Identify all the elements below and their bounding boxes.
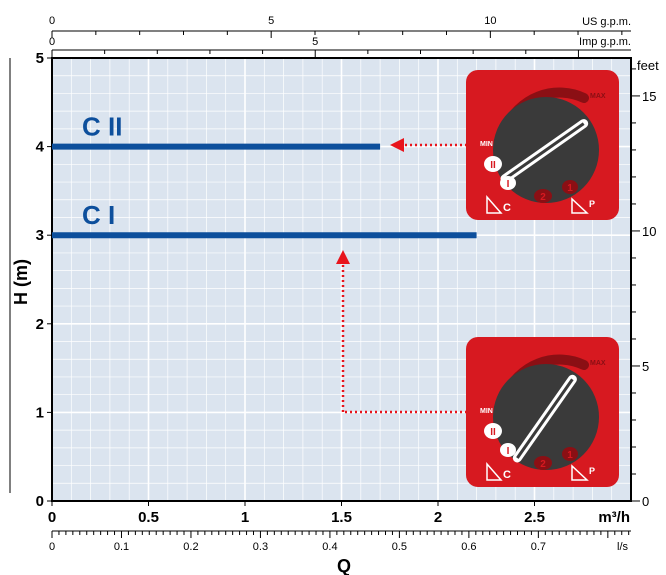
x-unit-label: m³/h: [598, 509, 630, 526]
us-gpm-tick-label: 5: [268, 15, 274, 27]
us-gpm-tick-label: 0: [49, 15, 55, 27]
indicator-arrows: [336, 138, 467, 414]
arrow-to-c2-head: [390, 138, 404, 152]
feet-axis-label: feet: [637, 58, 659, 73]
ls-tick-label: 0.4: [322, 541, 337, 553]
dial-min-label: MIN: [480, 141, 493, 148]
dial-pos-badge: [534, 456, 552, 470]
feet-axis: 0 5 10 15: [631, 68, 656, 509]
dial-proportional-icon: [571, 197, 589, 214]
x-tick-label: 0.5: [138, 509, 159, 526]
dial-pointer-inner: [504, 122, 585, 180]
dial-max-label: MAX: [590, 93, 606, 100]
y-tick-label: 4: [36, 139, 45, 156]
feet-tick-label: 0: [642, 494, 649, 509]
ls-tick-label: 0.1: [114, 541, 129, 553]
ls-axis: 0 0.1 0.2 0.3 0.4 0.5 0.6 0.7: [49, 530, 631, 553]
dial-constant-icon: [486, 462, 503, 481]
dial-pos-label: I: [507, 179, 510, 190]
dial-min-label: MIN: [480, 408, 493, 415]
ls-tick-label: 0.7: [531, 541, 546, 553]
dial-pos-badge: [500, 443, 516, 457]
ls-tick-label: 0.5: [392, 541, 407, 553]
ls-axis-label: l/s: [617, 541, 629, 553]
imp-gpm-tick-label: 5: [312, 36, 318, 48]
dial-proportional-label: P: [589, 466, 595, 476]
x-tick-label: 1: [241, 509, 249, 526]
top-axes: 0 5 10 0 5: [49, 15, 631, 57]
x-tick-label: 1.5: [331, 509, 352, 526]
dial-pos-label: II: [490, 427, 496, 438]
dial-constant-label: C: [503, 469, 511, 481]
series-label: C I: [82, 200, 115, 230]
dial-pos-badge: [562, 180, 578, 194]
dial-pos-badge: [534, 189, 552, 203]
dial-pos-label: 1: [567, 450, 573, 461]
ls-tick-label: 0.6: [461, 541, 476, 553]
dial-pos-label: 1: [567, 183, 573, 194]
y-tick-label: 5: [36, 50, 44, 67]
feet-tick-label: 15: [642, 89, 656, 104]
feet-tick-label: 10: [642, 224, 656, 239]
dial-constant-icon: [486, 195, 503, 214]
dial-pos-badge: [562, 447, 578, 461]
y-axis-title: H (m): [11, 259, 31, 305]
ls-tick-label: 0.3: [253, 541, 268, 553]
arrow-to-c1-head: [336, 250, 350, 264]
dial-pos-label: 2: [540, 459, 546, 470]
ls-tick-label: 0.2: [183, 541, 198, 553]
series-label: C II: [82, 112, 122, 142]
feet-tick-label: 5: [642, 359, 649, 374]
dial-pos-label: II: [490, 160, 496, 171]
dial-proportional-icon: [571, 464, 589, 481]
x-axis-title: Q: [337, 556, 351, 575]
y-tick-label: 2: [36, 316, 44, 333]
dial-pos-badge: [484, 156, 502, 172]
us-gpm-axis-label: US g.p.m.: [582, 16, 631, 28]
y-ticks: 0 1 2 3 4 5: [36, 50, 52, 510]
dial-pos-badge: [484, 423, 502, 439]
dial-proportional-label: P: [589, 199, 595, 209]
x-ticks: 0 0.5 1 1.5 2 2.5: [48, 501, 545, 526]
x-tick-label: 2: [434, 509, 442, 526]
us-gpm-tick-label: 10: [484, 15, 496, 27]
x-tick-label: 2.5: [524, 509, 545, 526]
dial-pointer-inner: [516, 378, 574, 459]
y-tick-label: 0: [36, 493, 44, 510]
ls-tick-label: 0: [49, 541, 55, 553]
imp-gpm-axis-label: Imp g.p.m.: [579, 36, 631, 48]
dial-pos-badge: [500, 176, 516, 190]
dial-constant-label: C: [503, 202, 511, 214]
dial-pos-label: 2: [540, 192, 546, 203]
y-tick-label: 1: [36, 404, 44, 421]
x-tick-label: 0: [48, 509, 56, 526]
series-layer: C II C I: [52, 112, 477, 239]
y-tick-label: 3: [36, 227, 44, 244]
dial-max-label: MAX: [590, 360, 606, 367]
imp-gpm-tick-label: 0: [49, 36, 55, 48]
dial-pos-label: I: [507, 446, 510, 457]
